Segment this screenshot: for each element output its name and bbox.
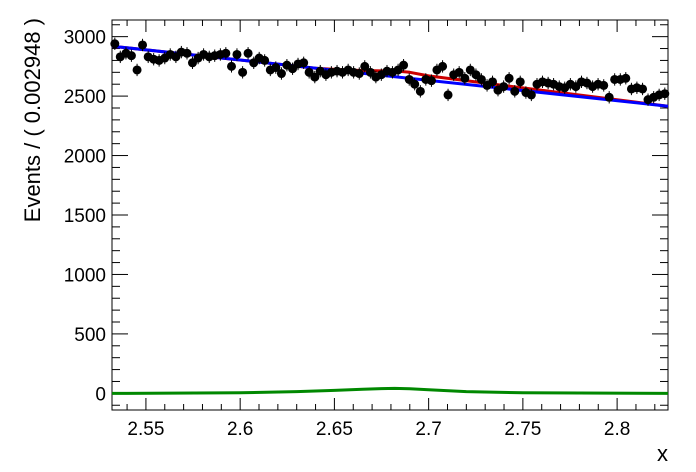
data-point — [415, 85, 425, 98]
data-point-marker — [260, 55, 270, 65]
x-tick-label: 2.7 — [415, 419, 441, 440]
data-point-marker — [476, 74, 486, 84]
x-axis-title: x — [657, 441, 668, 466]
data-point — [621, 72, 631, 85]
data-point — [399, 59, 409, 72]
y-tick-label: 0 — [95, 384, 106, 405]
data-point — [126, 49, 136, 62]
x-tick-label: 2.6 — [227, 419, 253, 440]
y-axis-tick-labels: 0 500 1000 1500 2000 2500 3000 — [64, 28, 106, 406]
data-point — [476, 73, 486, 86]
data-point-marker — [232, 49, 242, 59]
x-tick-label: 2.75 — [504, 419, 541, 440]
y-tick-label: 2000 — [64, 147, 106, 168]
data-point — [182, 47, 192, 60]
data-point — [526, 88, 536, 102]
x-axis-ticks — [126, 20, 656, 410]
data-point — [510, 85, 520, 98]
data-point-marker — [604, 92, 614, 102]
data-point-marker — [410, 79, 420, 89]
data-point — [132, 63, 142, 77]
data-point — [426, 74, 436, 87]
data-point-marker — [660, 89, 670, 99]
data-point-marker — [276, 69, 286, 79]
data-point — [410, 78, 420, 91]
x-tick-label: 2.8 — [604, 419, 630, 440]
data-point-marker — [132, 65, 142, 75]
data-point — [454, 66, 464, 79]
y-tick-label: 3000 — [64, 28, 106, 49]
data-point-marker — [599, 80, 609, 90]
data-point-marker — [415, 86, 425, 96]
data-point — [599, 79, 609, 92]
data-point — [276, 67, 286, 80]
data-point — [243, 47, 253, 60]
data-point — [232, 48, 242, 61]
data-point-marker — [271, 63, 281, 73]
x-axis-tick-labels: 2.55 2.6 2.65 2.7 2.75 2.8 — [127, 419, 630, 440]
data-points — [110, 37, 670, 106]
y-tick-label: 1500 — [64, 206, 106, 227]
data-point-marker — [488, 77, 498, 87]
x-tick-label: 2.55 — [127, 419, 164, 440]
y-axis-title: Events / ( 0.002948 ) — [20, 18, 45, 222]
data-point-marker — [638, 84, 648, 94]
data-point-marker — [238, 67, 248, 77]
signal-component-curve — [111, 386, 669, 395]
data-point — [238, 66, 248, 79]
y-tick-label: 1000 — [64, 265, 106, 286]
data-point — [438, 60, 448, 73]
y-axis-ticks — [112, 24, 668, 406]
data-point-marker — [354, 69, 364, 79]
data-point-marker — [110, 39, 120, 49]
data-point-marker — [226, 61, 236, 71]
data-point — [460, 72, 470, 85]
data-point-marker — [510, 86, 520, 96]
data-point — [354, 67, 364, 80]
data-point — [260, 54, 270, 67]
data-point-marker — [460, 73, 470, 83]
data-point — [299, 56, 309, 69]
data-point-marker — [221, 48, 231, 58]
data-point — [226, 60, 236, 73]
data-point — [515, 75, 525, 89]
data-point-marker — [360, 61, 370, 71]
data-point-marker — [526, 90, 536, 100]
data-point-marker — [443, 90, 453, 100]
data-point-marker — [182, 48, 192, 58]
data-point-marker — [515, 77, 525, 87]
data-point-marker — [426, 76, 436, 86]
data-point — [138, 38, 148, 52]
data-point-marker — [438, 61, 448, 71]
data-point — [504, 72, 514, 85]
data-point-marker — [299, 58, 309, 68]
data-point-marker — [310, 72, 320, 82]
data-point-marker — [399, 60, 409, 70]
data-point — [271, 61, 281, 74]
data-point — [310, 70, 320, 84]
data-point — [660, 87, 670, 100]
data-point-marker — [621, 73, 631, 83]
x-tick-label: 2.65 — [316, 419, 353, 440]
data-point-marker — [504, 73, 514, 83]
data-point-marker — [454, 67, 464, 77]
data-point — [110, 37, 120, 50]
data-point-marker — [243, 48, 253, 58]
y-tick-label: 2500 — [64, 87, 106, 108]
data-point — [443, 88, 453, 102]
y-tick-label: 500 — [74, 325, 106, 346]
data-point — [499, 80, 509, 93]
data-point-marker — [499, 82, 509, 92]
data-point — [221, 47, 231, 60]
data-point — [360, 60, 370, 73]
data-point-marker — [138, 40, 148, 50]
data-point — [638, 82, 648, 96]
data-point — [488, 75, 498, 89]
data-point — [604, 91, 614, 104]
data-point-marker — [126, 51, 136, 61]
